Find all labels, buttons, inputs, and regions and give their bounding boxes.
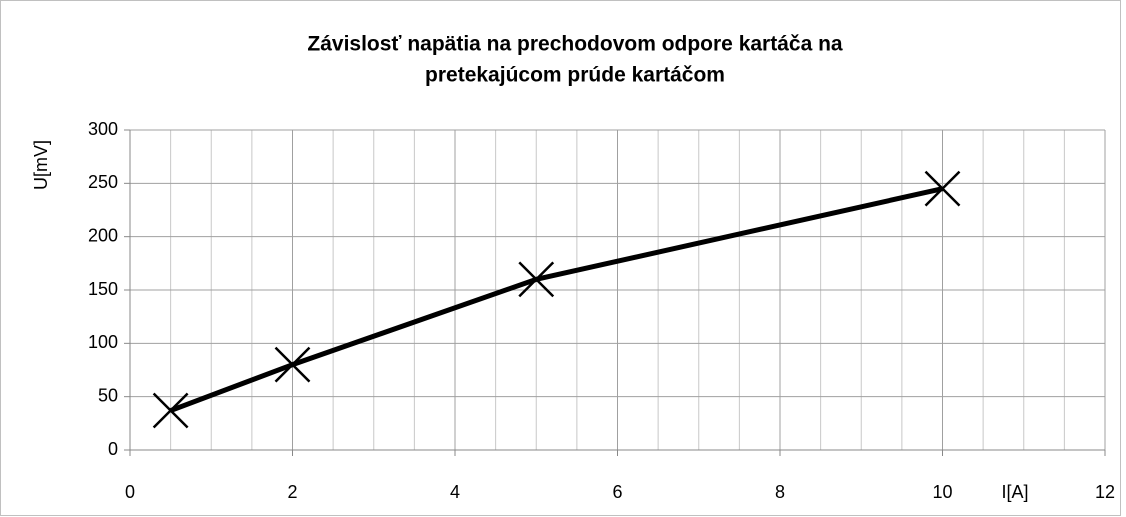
x-tick-label: 2 xyxy=(287,482,297,502)
x-tick-label: 6 xyxy=(612,482,622,502)
x-tick-label: 12 xyxy=(1095,482,1115,502)
x-tick-label: 0 xyxy=(125,482,135,502)
x-tick-label: 10 xyxy=(932,482,952,502)
chart-title: Závislosť napätia na prechodovom odpore … xyxy=(307,33,843,56)
x-axis-label: I[A] xyxy=(1001,482,1028,502)
y-tick-label: 100 xyxy=(88,332,118,352)
y-tick-label: 150 xyxy=(88,279,118,299)
x-tick-label: 8 xyxy=(775,482,785,502)
x-tick-label: 4 xyxy=(450,482,460,502)
y-axis-label: U[mV] xyxy=(31,140,51,190)
marker xyxy=(274,346,311,383)
chart-title: pretekajúcom prúde kartáčom xyxy=(425,64,725,87)
y-tick-label: 250 xyxy=(88,172,118,192)
marker xyxy=(924,170,961,207)
marker xyxy=(152,392,189,429)
y-tick-label: 300 xyxy=(88,119,118,139)
y-tick-label: 200 xyxy=(88,225,118,245)
marker xyxy=(518,261,555,298)
y-tick-label: 0 xyxy=(108,439,118,459)
series-line xyxy=(169,186,944,413)
y-tick-label: 50 xyxy=(98,385,118,405)
